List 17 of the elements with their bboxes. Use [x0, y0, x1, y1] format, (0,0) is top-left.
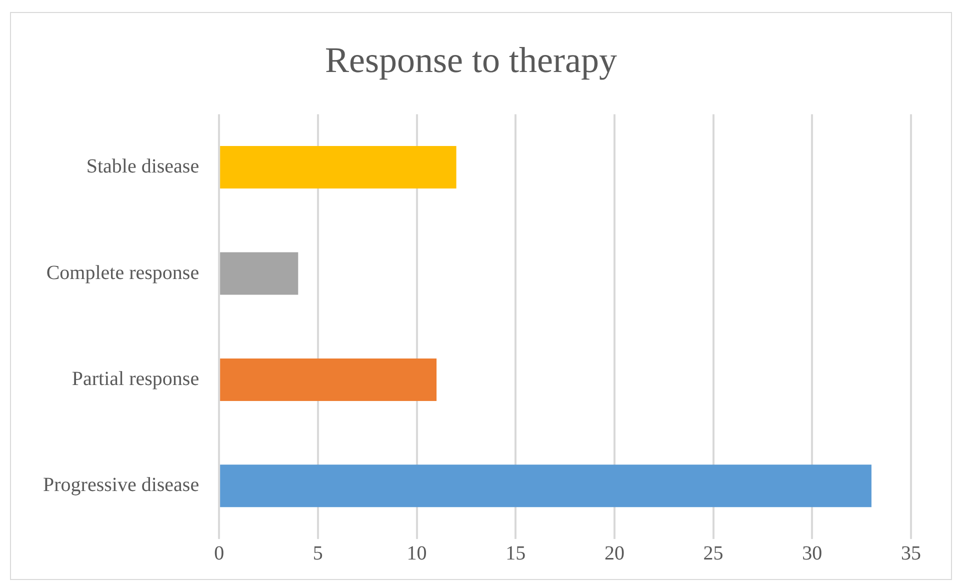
x-tick-label: 0 [214, 542, 224, 564]
x-tick-label: 35 [901, 542, 921, 564]
bar [220, 358, 437, 401]
x-tick-label: 20 [604, 542, 624, 564]
x-tick-label: 30 [802, 542, 822, 564]
chart-title: Response to therapy [325, 40, 617, 80]
bar [220, 464, 872, 508]
x-tick-label: 10 [406, 542, 427, 564]
y-tick-label: Partial response [72, 368, 200, 390]
bar [220, 146, 456, 189]
x-tick-label: 15 [506, 542, 526, 564]
x-tick-label: 25 [703, 542, 724, 564]
y-tick-label: Stable disease [86, 156, 200, 178]
x-tick-label: 5 [312, 542, 323, 564]
y-tick-label: Complete response [46, 262, 200, 284]
bar [220, 252, 298, 295]
y-tick-label: Progressive disease [42, 474, 200, 496]
